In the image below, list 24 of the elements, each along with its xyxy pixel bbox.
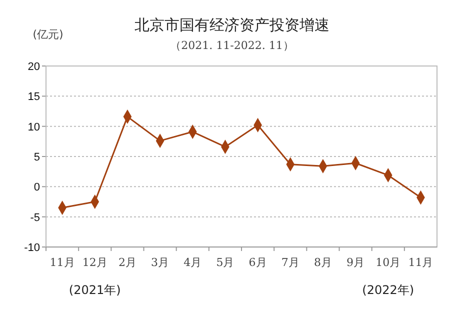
text: (2021年) (68, 283, 121, 297)
x-tick-label: 4月 (184, 256, 202, 269)
x-tick-label: 12月 (82, 256, 108, 269)
y-axis-title: (亿元) (32, 28, 64, 41)
chart-title: 北京市国有经济资产投资增速 (134, 16, 330, 34)
y-tick-label: -5 (30, 212, 40, 224)
chart-subtitle: （2021. 11-2022. 11） (170, 39, 294, 52)
x-tick-label: 3月 (151, 256, 170, 269)
x-tick-label: 7月 (281, 256, 300, 269)
y-tick-label: 20 (28, 61, 40, 73)
y-tick-label: 15 (28, 91, 40, 104)
text: (2022年) (362, 283, 414, 297)
x-tick-label: 11月 (50, 256, 75, 269)
x-tick-label: 10月 (376, 256, 401, 269)
x-tick-label: 6月 (248, 256, 267, 269)
y-tick-label: -10 (24, 242, 40, 254)
x-tick-label: 9月 (346, 256, 365, 269)
x-tick-label: 11月 (408, 256, 434, 269)
x-tick-label: 5月 (216, 256, 234, 269)
x-tick-label: 8月 (314, 256, 332, 269)
y-tick-label: 10 (28, 121, 40, 134)
y-tick-label: 5 (34, 152, 40, 164)
y-tick-label: 0 (34, 182, 40, 194)
x-tick-label: 2月 (118, 256, 136, 269)
